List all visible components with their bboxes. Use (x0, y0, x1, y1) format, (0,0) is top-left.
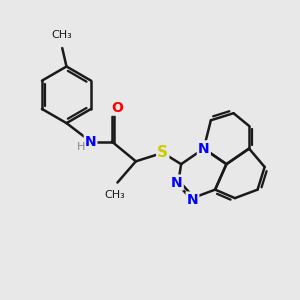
Text: O: O (111, 100, 123, 115)
Text: N: N (187, 193, 198, 206)
Text: N: N (85, 134, 96, 148)
Text: N: N (198, 142, 210, 156)
Text: CH₃: CH₃ (52, 30, 73, 40)
Text: N: N (198, 142, 210, 156)
Text: S: S (157, 145, 168, 160)
Text: CH₃: CH₃ (104, 190, 125, 200)
Text: H: H (77, 142, 86, 152)
Text: N: N (171, 176, 183, 190)
